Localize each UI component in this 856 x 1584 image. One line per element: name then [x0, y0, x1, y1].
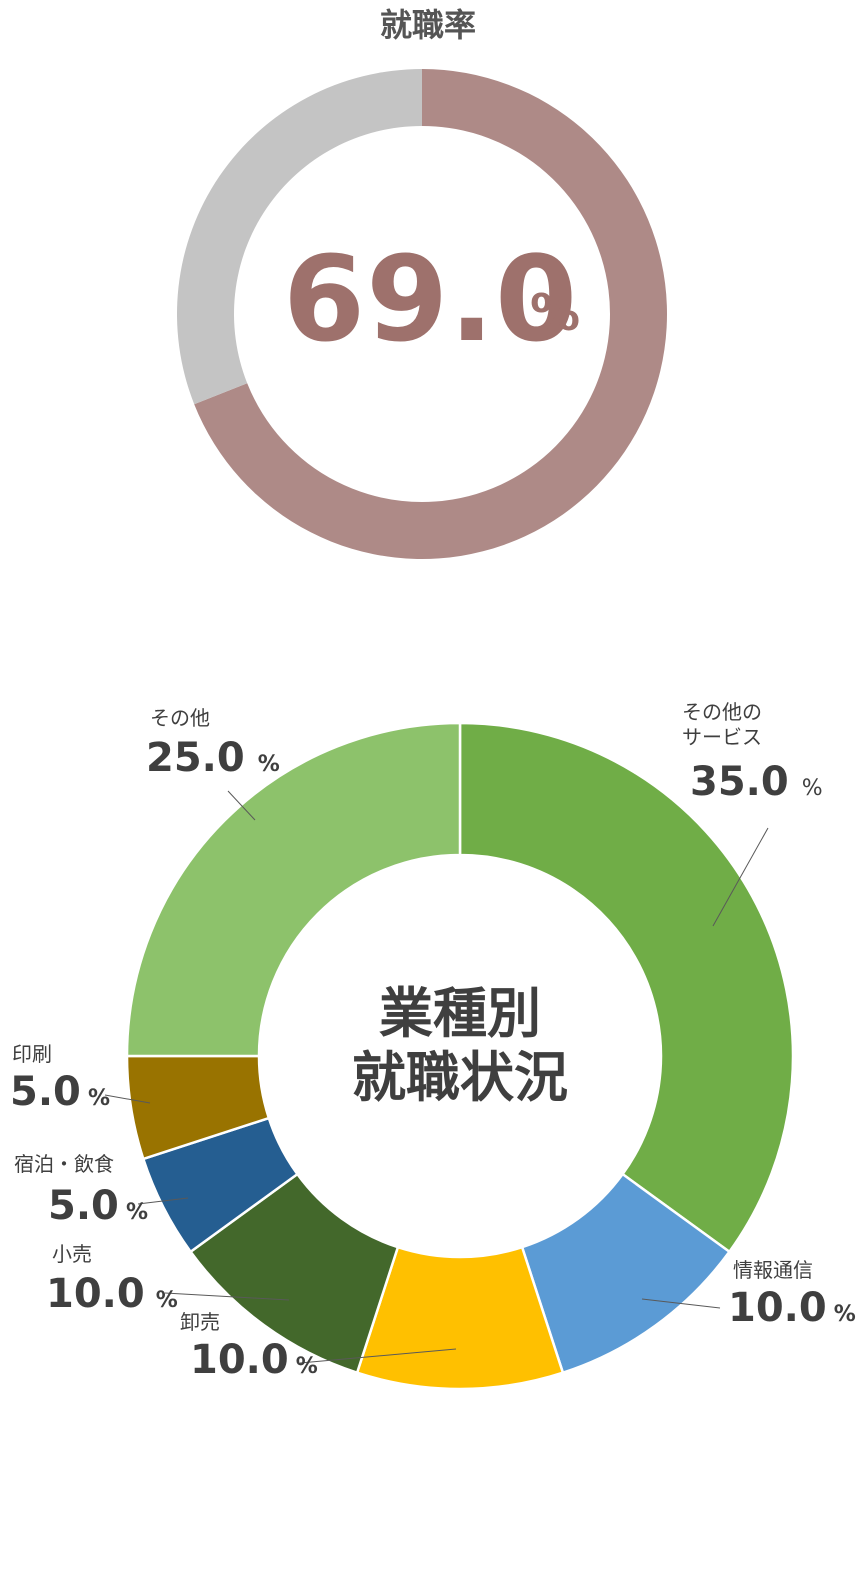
- label-retail-value-wrap: 10.0 %: [46, 1274, 178, 1314]
- label-retail-name: 小売: [52, 1242, 92, 1266]
- label-retail-pct: %: [155, 1288, 178, 1313]
- label-printing-pct: %: [87, 1086, 110, 1111]
- label-retail-value: 10.0: [46, 1271, 145, 1317]
- label-hospitality-value-wrap: 5.0 %: [48, 1186, 148, 1226]
- rate-chart-title: 就職率: [379, 6, 476, 44]
- label-wholesale-value-wrap: 10.0 %: [190, 1340, 318, 1380]
- slice-other: [125, 721, 462, 1058]
- label-wholesale-name: 卸売: [180, 1310, 220, 1334]
- label-other-pct: %: [257, 752, 280, 777]
- label-other-value-wrap: 25.0 %: [146, 738, 280, 778]
- industry-chart-title-line2: 就職状況: [352, 1045, 568, 1109]
- label-printing-name: 印刷: [12, 1042, 52, 1066]
- label-printing-value-wrap: 5.0 %: [10, 1072, 110, 1112]
- label-other-name: その他: [150, 706, 210, 730]
- label-hospitality-value: 5.0: [48, 1183, 119, 1229]
- label-it-pct: %: [833, 1302, 856, 1327]
- label-other-services-value-wrap: 35.0 %: [690, 762, 823, 802]
- leader-lines: [104, 790, 769, 1364]
- label-it-value: 10.0: [728, 1285, 827, 1331]
- label-it-value-wrap: 10.0 %: [728, 1288, 856, 1328]
- label-printing-value: 5.0: [10, 1069, 81, 1115]
- industry-chart-title-line1: 業種別: [379, 982, 541, 1045]
- label-other-services-value: 35.0: [690, 759, 789, 805]
- label-it-name: 情報通信: [733, 1258, 813, 1282]
- label-other-services-pct: %: [801, 776, 823, 801]
- label-other-value: 25.0: [146, 735, 245, 781]
- slice-other-services: [458, 721, 795, 1254]
- label-other-services: その他の サービス: [682, 700, 762, 750]
- label-hospitality-pct: %: [125, 1200, 148, 1225]
- label-hospitality-name: 宿泊・飲食: [14, 1152, 114, 1176]
- slice-remaining: [176, 69, 422, 405]
- label-other-services-name-2: サービス: [682, 725, 762, 749]
- employment-rate-donut: [176, 69, 667, 559]
- label-wholesale-value: 10.0: [190, 1337, 289, 1383]
- industry-chart-title: 業種別 就職状況: [300, 982, 620, 1109]
- label-wholesale-pct: %: [295, 1354, 318, 1379]
- label-other-services-name-1: その他の: [682, 700, 762, 724]
- rate-percent-sign: %: [530, 284, 581, 342]
- industry-donut: [125, 721, 795, 1391]
- rate-value: 69.0: [283, 230, 579, 368]
